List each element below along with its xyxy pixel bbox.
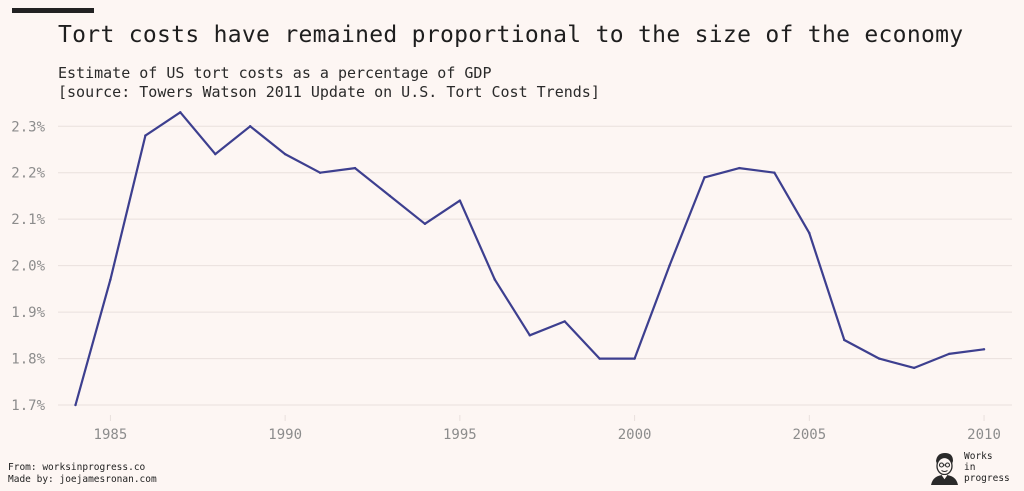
logo-wordmark: Works in progress: [964, 451, 1010, 484]
data-point: [843, 338, 846, 342]
data-point: [214, 152, 217, 156]
logo-line-works: Works: [964, 451, 993, 462]
data-point: [179, 111, 182, 114]
data-point: [528, 334, 531, 337]
data-point: [493, 278, 497, 281]
y-tick-label: 1.7%: [11, 398, 45, 414]
data-point: [773, 171, 776, 174]
y-tick-label: 2.3%: [11, 119, 45, 135]
data-point: [668, 264, 671, 267]
data-point: [808, 231, 811, 235]
y-tick-label: 2.2%: [11, 166, 45, 182]
data-point: [74, 403, 77, 407]
portrait-icon: [931, 453, 958, 485]
data-point: [318, 171, 322, 174]
chart-subtitle: Estimate of US tort costs as a percentag…: [58, 64, 600, 102]
x-tick-label: 2005: [792, 427, 826, 443]
y-tick-label: 2.0%: [11, 259, 45, 275]
footer-from: From: worksinprogress.co: [8, 462, 146, 473]
series-line-0: [74, 111, 986, 407]
data-point: [144, 134, 147, 137]
data-point: [423, 222, 427, 226]
data-point: [109, 278, 112, 281]
subtitle-line-source: [source: Towers Watson 2011 Update on U.…: [58, 83, 600, 101]
data-point: [563, 320, 566, 323]
logo-line-in: in: [964, 462, 976, 473]
data-point: [283, 152, 287, 156]
x-tick-label: 1990: [268, 427, 302, 443]
data-point: [388, 194, 392, 198]
works-in-progress-logo: Works in progress: [928, 450, 1018, 486]
y-tick-label: 2.1%: [11, 212, 45, 228]
y-tick-label: 1.8%: [11, 352, 45, 368]
data-point: [248, 125, 252, 128]
y-tick-label: 1.9%: [11, 305, 45, 321]
data-point: [982, 348, 986, 351]
data-point: [458, 199, 462, 202]
data-point: [947, 352, 951, 356]
data-point: [703, 176, 706, 179]
x-tick-label: 1985: [94, 427, 128, 443]
footer-credits: From: worksinprogress.co Made by: joejam…: [8, 462, 157, 486]
data-point: [878, 357, 881, 360]
data-point: [912, 366, 916, 370]
logo-line-progress: progress: [964, 473, 1010, 484]
header-accent-bar: [12, 8, 94, 13]
data-point: [738, 166, 741, 170]
data-point: [598, 357, 601, 360]
x-tick-label: 2000: [618, 427, 652, 443]
chart-title: Tort costs have remained proportional to…: [58, 22, 964, 48]
data-point: [633, 357, 636, 360]
data-point: [353, 166, 357, 170]
x-tick-label: 2010: [967, 427, 1001, 443]
footer-made-by: Made by: joejamesronan.com: [8, 474, 157, 485]
subtitle-line-description: Estimate of US tort costs as a percentag…: [58, 64, 492, 82]
x-tick-label: 1995: [443, 427, 477, 443]
